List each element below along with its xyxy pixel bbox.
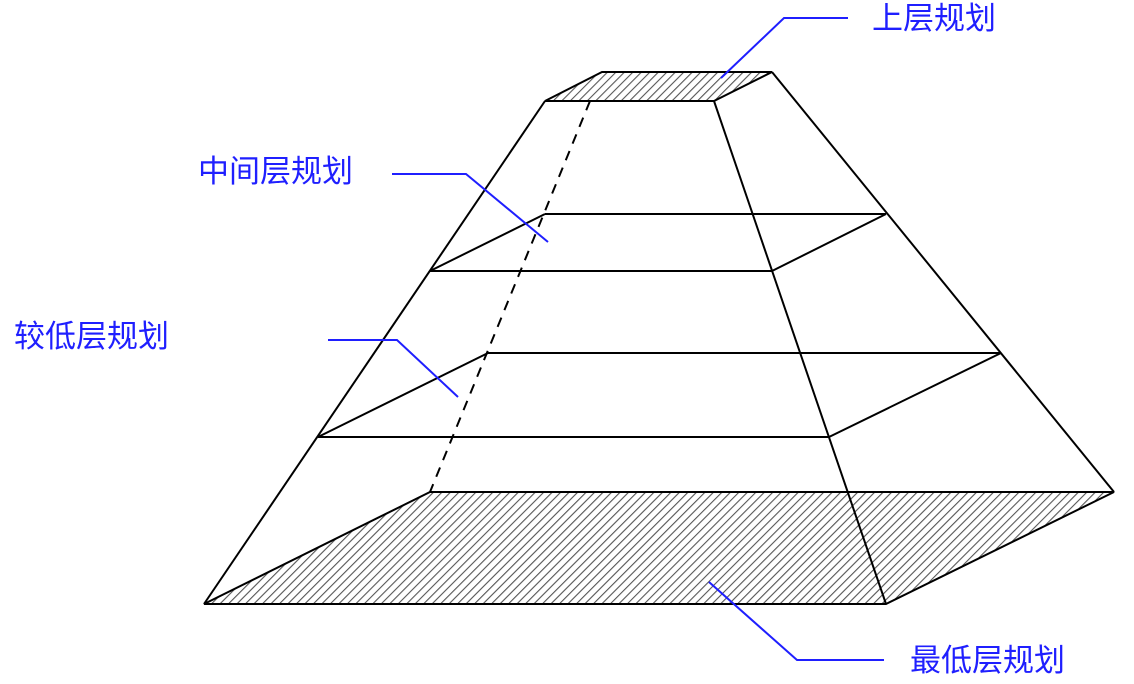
middle-label-leader-line: [392, 173, 549, 243]
pyramid-left-edge: [203, 100, 546, 605]
middle-plane-left-edge: [429, 213, 546, 272]
lowest-label-leader-line: [708, 581, 884, 661]
lower-plane-left-edge: [317, 352, 489, 438]
lowest-level-planning-label: 最低层规划: [910, 643, 1065, 679]
lower-label-leader-line: [328, 339, 459, 398]
pyramid-back-right-edge: [771, 71, 1115, 493]
hidden-back-edge: [429, 100, 591, 493]
top-level-planning-label: 上层规划: [872, 1, 996, 37]
middle-plane-right-edge: [771, 213, 887, 272]
lower-plane-right-edge: [828, 352, 1002, 438]
top-label-leader-line: [720, 17, 848, 79]
base-layer-face: [203, 491, 1115, 605]
lower-level-planning-label: 较低层规划: [14, 319, 169, 355]
middle-level-planning-label: 中间层规划: [198, 154, 353, 190]
top-layer-face: [544, 71, 773, 102]
